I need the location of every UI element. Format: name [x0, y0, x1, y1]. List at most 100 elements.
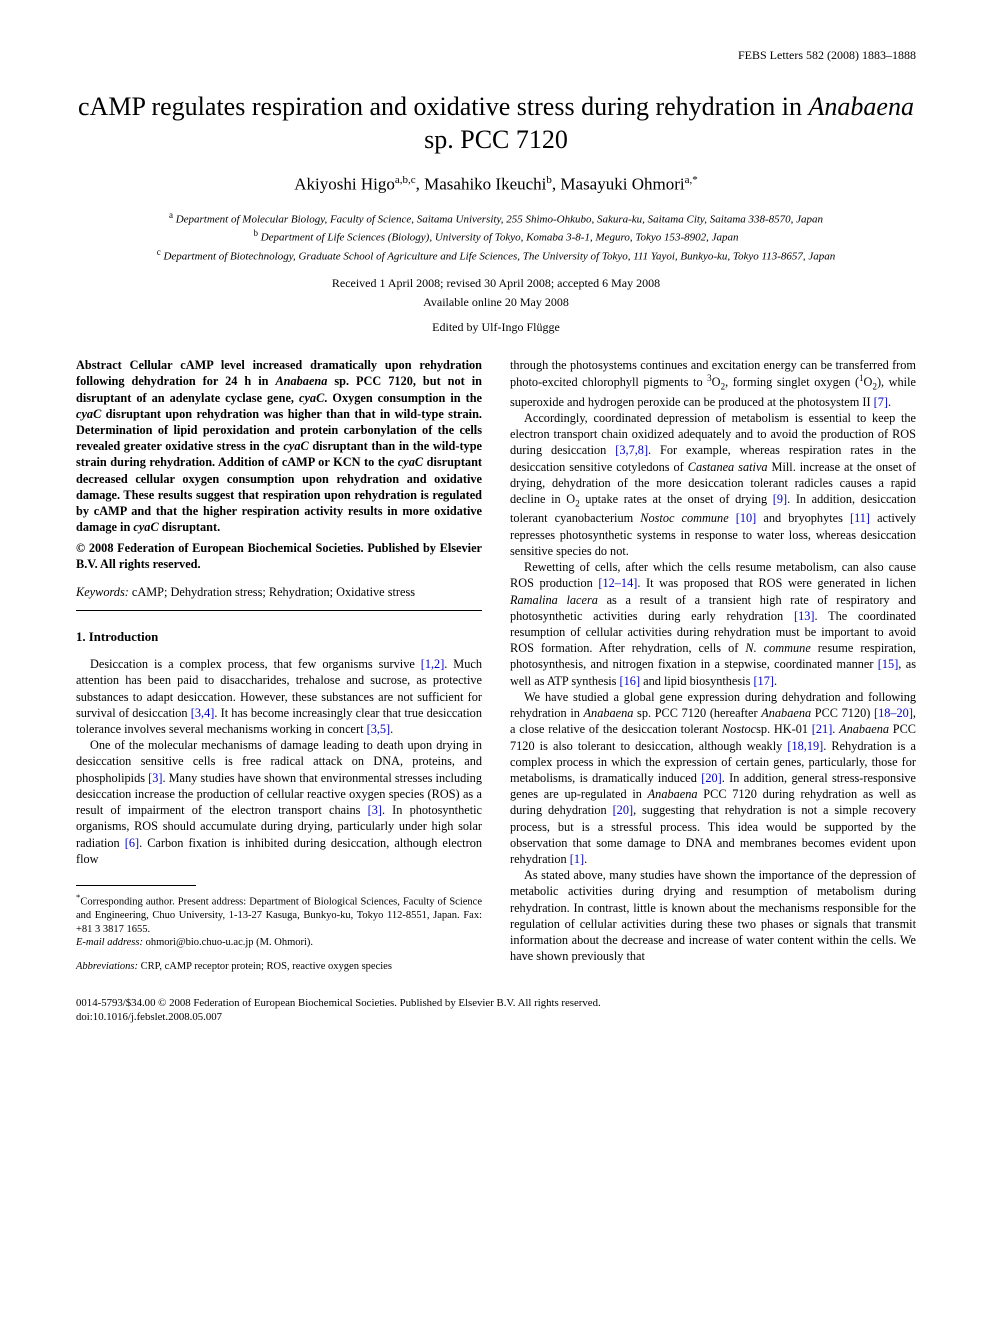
rc3b: . It was proposed that ROS were generate… [637, 576, 916, 590]
title-genus: Anabaena [809, 92, 914, 121]
ref-21[interactable]: [21] [812, 722, 833, 736]
abstract-copyright: © 2008 Federation of European Biochemica… [76, 540, 482, 572]
affiliations: a Department of Molecular Biology, Facul… [76, 209, 916, 265]
ref-3b[interactable]: [3] [368, 803, 382, 817]
abbrev-footnote: Abbreviations: CRP, cAMP receptor protei… [76, 960, 482, 974]
abstract-i1: Anabaena [275, 374, 327, 388]
rc3-i2: N. commune [745, 641, 810, 655]
abbr-label: Abbreviations: [76, 961, 138, 972]
corr-text: Corresponding author. Present address: D… [76, 896, 482, 934]
rc-para-5: As stated above, many studies have shown… [510, 867, 916, 964]
p1d: . [390, 722, 393, 736]
right-column: through the photosystems continues and e… [510, 357, 916, 974]
ref-1-2[interactable]: [1,2] [421, 657, 445, 671]
ref-1[interactable]: [1] [570, 852, 584, 866]
ref-13[interactable]: [13] [794, 609, 815, 623]
two-column-body: Abstract Cellular cAMP level increased d… [76, 357, 916, 974]
section-1-heading: 1. Introduction [76, 629, 482, 646]
intro-para-1: Desiccation is a complex process, that f… [76, 656, 482, 737]
abstract-t7: disruptant. [159, 520, 221, 534]
ref-6[interactable]: [6] [125, 836, 139, 850]
rc4-i5: Anabaena [648, 787, 698, 801]
rc1b: O [712, 375, 721, 389]
ref-18-19[interactable]: [18,19] [787, 739, 823, 753]
ref-16[interactable]: [16] [620, 674, 641, 688]
ref-10[interactable]: [10] [736, 511, 757, 525]
footer: 0014-5793/$34.00 © 2008 Federation of Eu… [76, 996, 916, 1025]
affil-b: b Department of Life Sciences (Biology),… [76, 227, 916, 246]
ref-7[interactable]: [7] [874, 395, 888, 409]
rc3-i1: Ramalina lacera [510, 593, 598, 607]
affil-c: c Department of Biotechnology, Graduate … [76, 246, 916, 265]
rc4-i1: Anabaena [584, 706, 634, 720]
ref-20b[interactable]: [20] [613, 803, 634, 817]
ref-3a[interactable]: [3] [148, 771, 162, 785]
rc3h: . [774, 674, 777, 688]
corresponding-footnote: *Corresponding author. Present address: … [76, 892, 482, 950]
email-label: E-mail address: [76, 937, 143, 948]
abstract: Abstract Cellular cAMP level increased d… [76, 357, 482, 535]
rc-para-4: We have studied a global gene expression… [510, 689, 916, 867]
page: FEBS Letters 582 (2008) 1883–1888 cAMP r… [0, 0, 992, 1065]
affil-a-text: Department of Molecular Biology, Faculty… [173, 213, 823, 225]
ref-11[interactable]: [11] [850, 511, 870, 525]
divider [76, 610, 482, 611]
keywords-label: Keywords: [76, 585, 129, 599]
ref-3-4[interactable]: [3,4] [191, 706, 215, 720]
rc2-i2: Nostoc commune [640, 511, 728, 525]
title-post: sp. PCC 7120 [424, 125, 568, 154]
rc4-i3: Nostoc [722, 722, 756, 736]
left-column: Abstract Cellular cAMP level increased d… [76, 357, 482, 974]
ref-15[interactable]: [15] [878, 657, 899, 671]
rc2g: and bryophytes [756, 511, 850, 525]
rc2f [729, 511, 736, 525]
keywords-body: cAMP; Dehydration stress; Rehydration; O… [129, 585, 415, 599]
ref-12-14[interactable]: [12–14] [598, 576, 637, 590]
intro-para-2: One of the molecular mechanisms of damag… [76, 737, 482, 867]
abstract-i2: cyaC [299, 391, 324, 405]
author-3: , Masayuki Ohmori [552, 175, 685, 194]
ref-20a[interactable]: [20] [701, 771, 722, 785]
ref-9[interactable]: [9] [773, 492, 787, 506]
author-2: , Masahiko Ikeuchi [416, 175, 547, 194]
running-head: FEBS Letters 582 (2008) 1883–1888 [76, 48, 916, 63]
footer-doi: doi:10.1016/j.febslet.2008.05.007 [76, 1010, 916, 1025]
email-value: ohmori@bio.chuo-u.ac.jp (M. Ohmori). [143, 937, 313, 948]
rc-para-2: Accordingly, coordinated depression of m… [510, 410, 916, 559]
rc4-i4: Anabaena [839, 722, 889, 736]
rc3g: and lipid biosynthesis [640, 674, 753, 688]
title-pre: cAMP regulates respiration and oxidative… [78, 92, 808, 121]
authors: Akiyoshi Higoa,b,c, Masahiko Ikeuchib, M… [76, 174, 916, 195]
affil-a: a Department of Molecular Biology, Facul… [76, 209, 916, 228]
received-line: Received 1 April 2008; revised 30 April … [76, 276, 916, 291]
ref-18-20[interactable]: [18–20] [874, 706, 913, 720]
editor-line: Edited by Ulf-Ingo Flügge [76, 320, 916, 335]
affil-b-text: Department of Life Sciences (Biology), U… [258, 232, 739, 244]
rc2-i1: Castanea sativa [688, 460, 768, 474]
ref-17[interactable]: [17] [753, 674, 774, 688]
abstract-i6: cyaC [133, 520, 158, 534]
article-title: cAMP regulates respiration and oxidative… [76, 91, 916, 156]
rc-para-3: Rewetting of cells, after which the cell… [510, 559, 916, 689]
ref-3-7-8[interactable]: [3,7,8] [615, 443, 648, 457]
p1a: Desiccation is a complex process, that f… [90, 657, 421, 671]
rc1c: , forming singlet oxygen ( [725, 375, 859, 389]
rc4e: sp. HK-01 [756, 722, 812, 736]
abstract-i3: cyaC [76, 407, 101, 421]
abstract-t3: . Oxygen consumption in the [324, 391, 482, 405]
abbr-text: CRP, cAMP receptor protein; ROS, reactiv… [138, 961, 392, 972]
rc5: As stated above, many studies have shown… [510, 868, 916, 963]
keywords: Keywords: cAMP; Dehydration stress; Rehy… [76, 584, 482, 600]
abstract-i5: cyaC [398, 455, 423, 469]
author-1: Akiyoshi Higo [294, 175, 395, 194]
abstract-i4: cyaC [283, 439, 308, 453]
ref-3-5[interactable]: [3,5] [367, 722, 391, 736]
abstract-label: Abstract [76, 358, 122, 372]
available-line: Available online 20 May 2008 [76, 295, 916, 310]
rc4l: . [584, 852, 587, 866]
rc1f: . [888, 395, 891, 409]
author-3-affils: a,* [685, 174, 698, 186]
rc4b: sp. PCC 7120 (hereafter [633, 706, 761, 720]
rc-para-1: through the photosystems continues and e… [510, 357, 916, 410]
footnote-rule [76, 885, 196, 886]
